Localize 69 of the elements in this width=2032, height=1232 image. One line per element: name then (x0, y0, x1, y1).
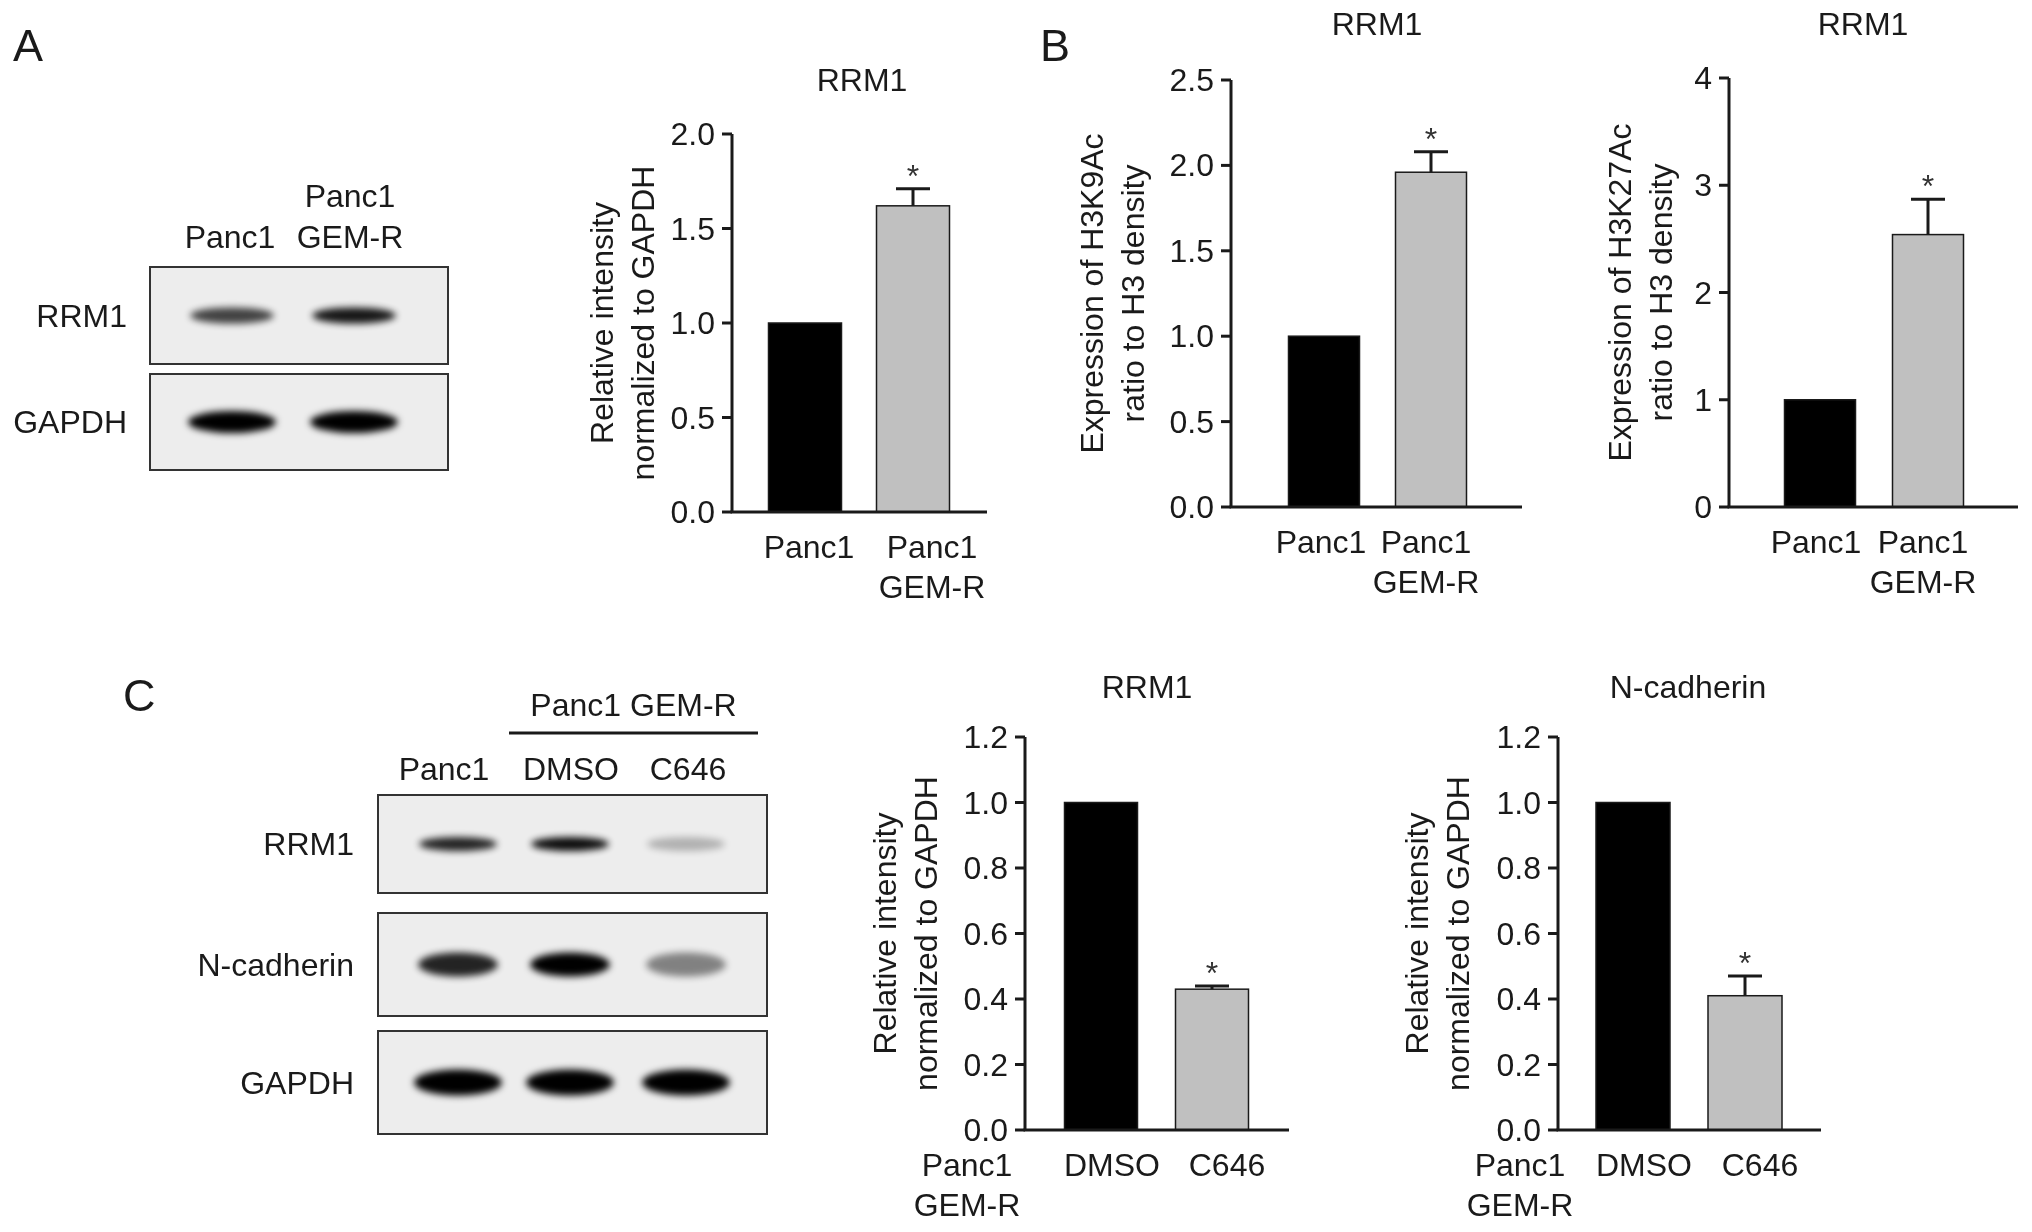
text: A (13, 20, 44, 71)
chart-title: N-cadherin (1609, 669, 1767, 705)
y-axis-title: Expression of H3K9Ac ratio to H3 density (1073, 133, 1151, 454)
y-tick-label: 0.4 (963, 981, 1008, 1017)
y-tick-label: 0.5 (670, 399, 715, 436)
y-tick-label: 0.4 (1496, 981, 1541, 1017)
x-tick-label: Panc1 (763, 529, 855, 565)
y-tick-label: 0.2 (1496, 1046, 1541, 1083)
chart-title: RRM1 (1817, 6, 1909, 42)
y-tick-label: 1.2 (1496, 719, 1541, 755)
annotation: * (906, 157, 920, 194)
x-tick-label: Panc1 GEM-R (878, 529, 986, 605)
y-tick-label: 0.0 (963, 1112, 1008, 1148)
annotation: * (1921, 168, 1935, 205)
y-tick-label: 0.6 (963, 915, 1008, 952)
text: B (1040, 20, 1071, 71)
y-tick-label: 2 (1694, 274, 1712, 311)
x-tick-label: DMSO (1596, 1147, 1692, 1183)
category-label: RRM1 (36, 297, 127, 334)
category-label: Panc1 (184, 219, 276, 255)
annotation: * (1738, 945, 1752, 982)
y-tick-label: 0.0 (1496, 1112, 1541, 1148)
category-label: GAPDH (13, 404, 127, 440)
y-tick-label: 1.5 (670, 210, 715, 247)
y-tick-label: 0.0 (1169, 489, 1214, 525)
category-label: C646 (649, 751, 727, 787)
y-axis-title: Relative intensity normalized to GAPDH (583, 165, 661, 481)
annotation: * (1424, 120, 1438, 157)
x-tick-label: Panc1 (1275, 524, 1367, 560)
y-tick-label: 1.0 (1169, 318, 1214, 355)
y-tick-label: 1.0 (963, 784, 1008, 821)
y-tick-label: 0.2 (963, 1046, 1008, 1083)
category-label: DMSO (523, 751, 619, 787)
category-label: Panc1 (398, 751, 490, 787)
y-tick-label: 1.0 (1496, 784, 1541, 821)
x-tick-label: DMSO (1064, 1147, 1160, 1183)
x-tick-label: C646 (1188, 1147, 1266, 1183)
y-tick-label: 0.6 (1496, 915, 1541, 952)
chart-title: RRM1 (1331, 6, 1423, 42)
y-tick-label: 1.0 (670, 305, 715, 341)
y-axis-title: Expression of H3K27Ac ratio to H3 density (1601, 123, 1679, 462)
y-tick-label: 1.5 (1169, 232, 1214, 269)
y-tick-label: 1 (1694, 381, 1712, 418)
text: Panc1 GEM-R (530, 687, 737, 723)
category-label: N-cadherin (197, 946, 354, 983)
y-tick-label: 2.0 (670, 116, 715, 152)
y-axis-title: Relative intensity normalized to GAPDH (1398, 776, 1476, 1091)
y-tick-label: 3 (1694, 167, 1712, 204)
y-tick-label: 0.8 (1496, 850, 1541, 886)
category-label: GAPDH (240, 1064, 354, 1101)
y-tick-label: 0.0 (670, 494, 715, 530)
y-tick-label: 2.5 (1169, 62, 1214, 98)
x-tick-label: Panc1 GEM-R (1372, 524, 1480, 600)
category-label: RRM1 (263, 826, 354, 862)
text: C (123, 670, 156, 721)
category-label: Panc1 GEM-R (296, 178, 404, 255)
x-tick-label: C646 (1721, 1147, 1799, 1183)
x-tick-label: Panc1 GEM-R (1869, 524, 1977, 600)
y-tick-label: 1.2 (963, 719, 1008, 755)
y-tick-label: 0 (1694, 489, 1712, 525)
y-tick-label: 4 (1694, 60, 1712, 96)
y-tick-label: 0.8 (963, 850, 1008, 886)
y-axis-title: Relative intensity normalized to GAPDH (866, 776, 944, 1091)
x-tick-label: Panc1 (1770, 524, 1862, 560)
y-tick-label: 2.0 (1169, 147, 1214, 184)
chart-title: RRM1 (816, 62, 908, 98)
annotation: * (1205, 954, 1219, 991)
y-tick-label: 0.5 (1169, 403, 1214, 440)
chart-title: RRM1 (1101, 669, 1193, 705)
